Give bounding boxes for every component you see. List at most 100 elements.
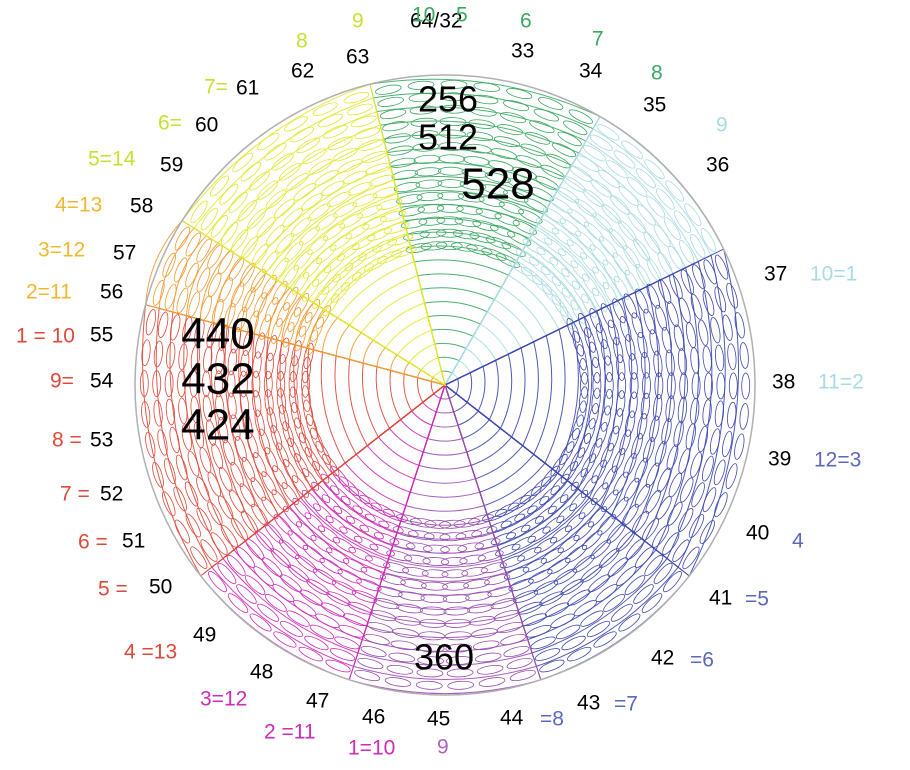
sector-lobe bbox=[656, 495, 672, 520]
sector-lobe bbox=[333, 505, 356, 524]
sector-loop bbox=[443, 262, 573, 387]
sector-lobe bbox=[363, 633, 390, 646]
sector-lobe bbox=[215, 347, 225, 375]
sector-lobe bbox=[727, 401, 737, 429]
sector-loop bbox=[444, 383, 579, 547]
sector-lobe bbox=[561, 635, 586, 651]
sector-lobe bbox=[240, 350, 250, 377]
sector-lobe bbox=[644, 159, 665, 180]
sector-lobe bbox=[376, 198, 403, 211]
sector-lobe bbox=[619, 429, 632, 456]
sector-loop bbox=[311, 383, 446, 547]
sector-lobe bbox=[402, 566, 429, 577]
sector-loop bbox=[444, 383, 635, 614]
sector-lobe bbox=[384, 133, 411, 144]
colored-label: =6 bbox=[690, 649, 714, 672]
sector-lobe bbox=[649, 329, 660, 356]
sector-loop bbox=[210, 322, 447, 534]
sector-lobe bbox=[710, 317, 721, 344]
sector-lobe bbox=[573, 521, 594, 542]
sector-lobe bbox=[640, 351, 651, 379]
sector-lobe bbox=[181, 424, 192, 451]
sector-lobe bbox=[419, 618, 446, 628]
sector-loop bbox=[443, 250, 585, 387]
sector-lobe bbox=[627, 177, 648, 198]
sector-lobe bbox=[679, 239, 695, 264]
sector-loop bbox=[265, 179, 446, 387]
sector-lobe bbox=[654, 440, 667, 467]
sector-lobe bbox=[588, 506, 607, 528]
sector-loop bbox=[365, 383, 525, 638]
sector-lobe bbox=[354, 669, 381, 682]
sector-lobe bbox=[538, 97, 564, 110]
sector-lobe bbox=[309, 624, 335, 640]
sector-lobe bbox=[206, 321, 217, 349]
sector-lobe bbox=[286, 610, 310, 627]
sector-lobe bbox=[347, 601, 373, 615]
sector-lobe bbox=[603, 281, 619, 306]
sector-lobe bbox=[665, 349, 675, 377]
sector-lobe bbox=[568, 109, 593, 124]
sector-lobe bbox=[616, 390, 626, 417]
sector-lobe bbox=[579, 386, 589, 413]
sector-lobe bbox=[549, 197, 573, 214]
sector-lobe bbox=[241, 510, 259, 534]
sector-lobe bbox=[500, 513, 525, 529]
sector-lobe bbox=[388, 652, 416, 663]
sector-lobe bbox=[631, 433, 643, 459]
sector-lobe bbox=[539, 591, 564, 606]
sector-lobe bbox=[331, 580, 357, 595]
sector-lobe bbox=[208, 571, 227, 593]
ring-number: 44 bbox=[500, 707, 524, 730]
sector-lobe bbox=[196, 238, 212, 263]
colored-label: 7 bbox=[592, 28, 604, 51]
sector-lobe bbox=[359, 524, 384, 540]
sector-loop bbox=[443, 237, 598, 387]
sector-lobe bbox=[202, 394, 212, 422]
sector-lobe bbox=[348, 486, 371, 505]
sector-lobe bbox=[274, 198, 295, 219]
sector-lobe bbox=[530, 476, 552, 497]
sector-loop bbox=[172, 235, 446, 386]
sector-lobe bbox=[230, 327, 241, 354]
sector-lobe bbox=[286, 173, 309, 191]
sector-loop bbox=[444, 285, 659, 525]
sector-lobe bbox=[576, 155, 600, 172]
sector-loop bbox=[400, 203, 538, 387]
sector-lobe bbox=[514, 505, 538, 522]
sector-lobe bbox=[369, 174, 395, 187]
sector-lobe bbox=[682, 546, 700, 570]
sector-lobe bbox=[562, 176, 586, 193]
sector-lobe bbox=[623, 477, 640, 502]
sector-lobe bbox=[635, 288, 649, 314]
sector-loop bbox=[444, 383, 535, 493]
sector-lobe bbox=[312, 102, 338, 116]
sector-lobe bbox=[645, 489, 661, 514]
sector-lobe bbox=[734, 312, 745, 339]
colored-label: 1=10 bbox=[348, 737, 395, 760]
sector-lobe bbox=[644, 554, 664, 576]
ring-number: 55 bbox=[90, 324, 113, 347]
sector-lobe bbox=[493, 136, 521, 148]
sector-lobe bbox=[487, 160, 514, 172]
sector-lobe bbox=[677, 396, 688, 424]
sector-lobe bbox=[591, 482, 609, 505]
sector-lobe bbox=[178, 397, 188, 425]
sector-lobe bbox=[271, 153, 294, 171]
colored-label: 5 = bbox=[98, 578, 128, 601]
sector-lobe bbox=[662, 532, 680, 555]
sector-lobe bbox=[395, 514, 422, 526]
sector-lobe bbox=[170, 314, 181, 341]
sector-lobe bbox=[421, 569, 449, 579]
sector-lobe bbox=[566, 239, 587, 260]
sector-loop bbox=[360, 288, 446, 387]
sector-lobe bbox=[141, 339, 151, 367]
sector-lobe bbox=[322, 293, 340, 316]
sector-lobe bbox=[461, 566, 488, 577]
sector-lobe bbox=[578, 498, 598, 520]
colored-label: 6= bbox=[158, 112, 182, 135]
sector-lobe bbox=[691, 482, 705, 508]
sector-lobe bbox=[310, 427, 324, 453]
sector-lobe bbox=[272, 280, 288, 305]
sector-lobe bbox=[382, 509, 409, 522]
